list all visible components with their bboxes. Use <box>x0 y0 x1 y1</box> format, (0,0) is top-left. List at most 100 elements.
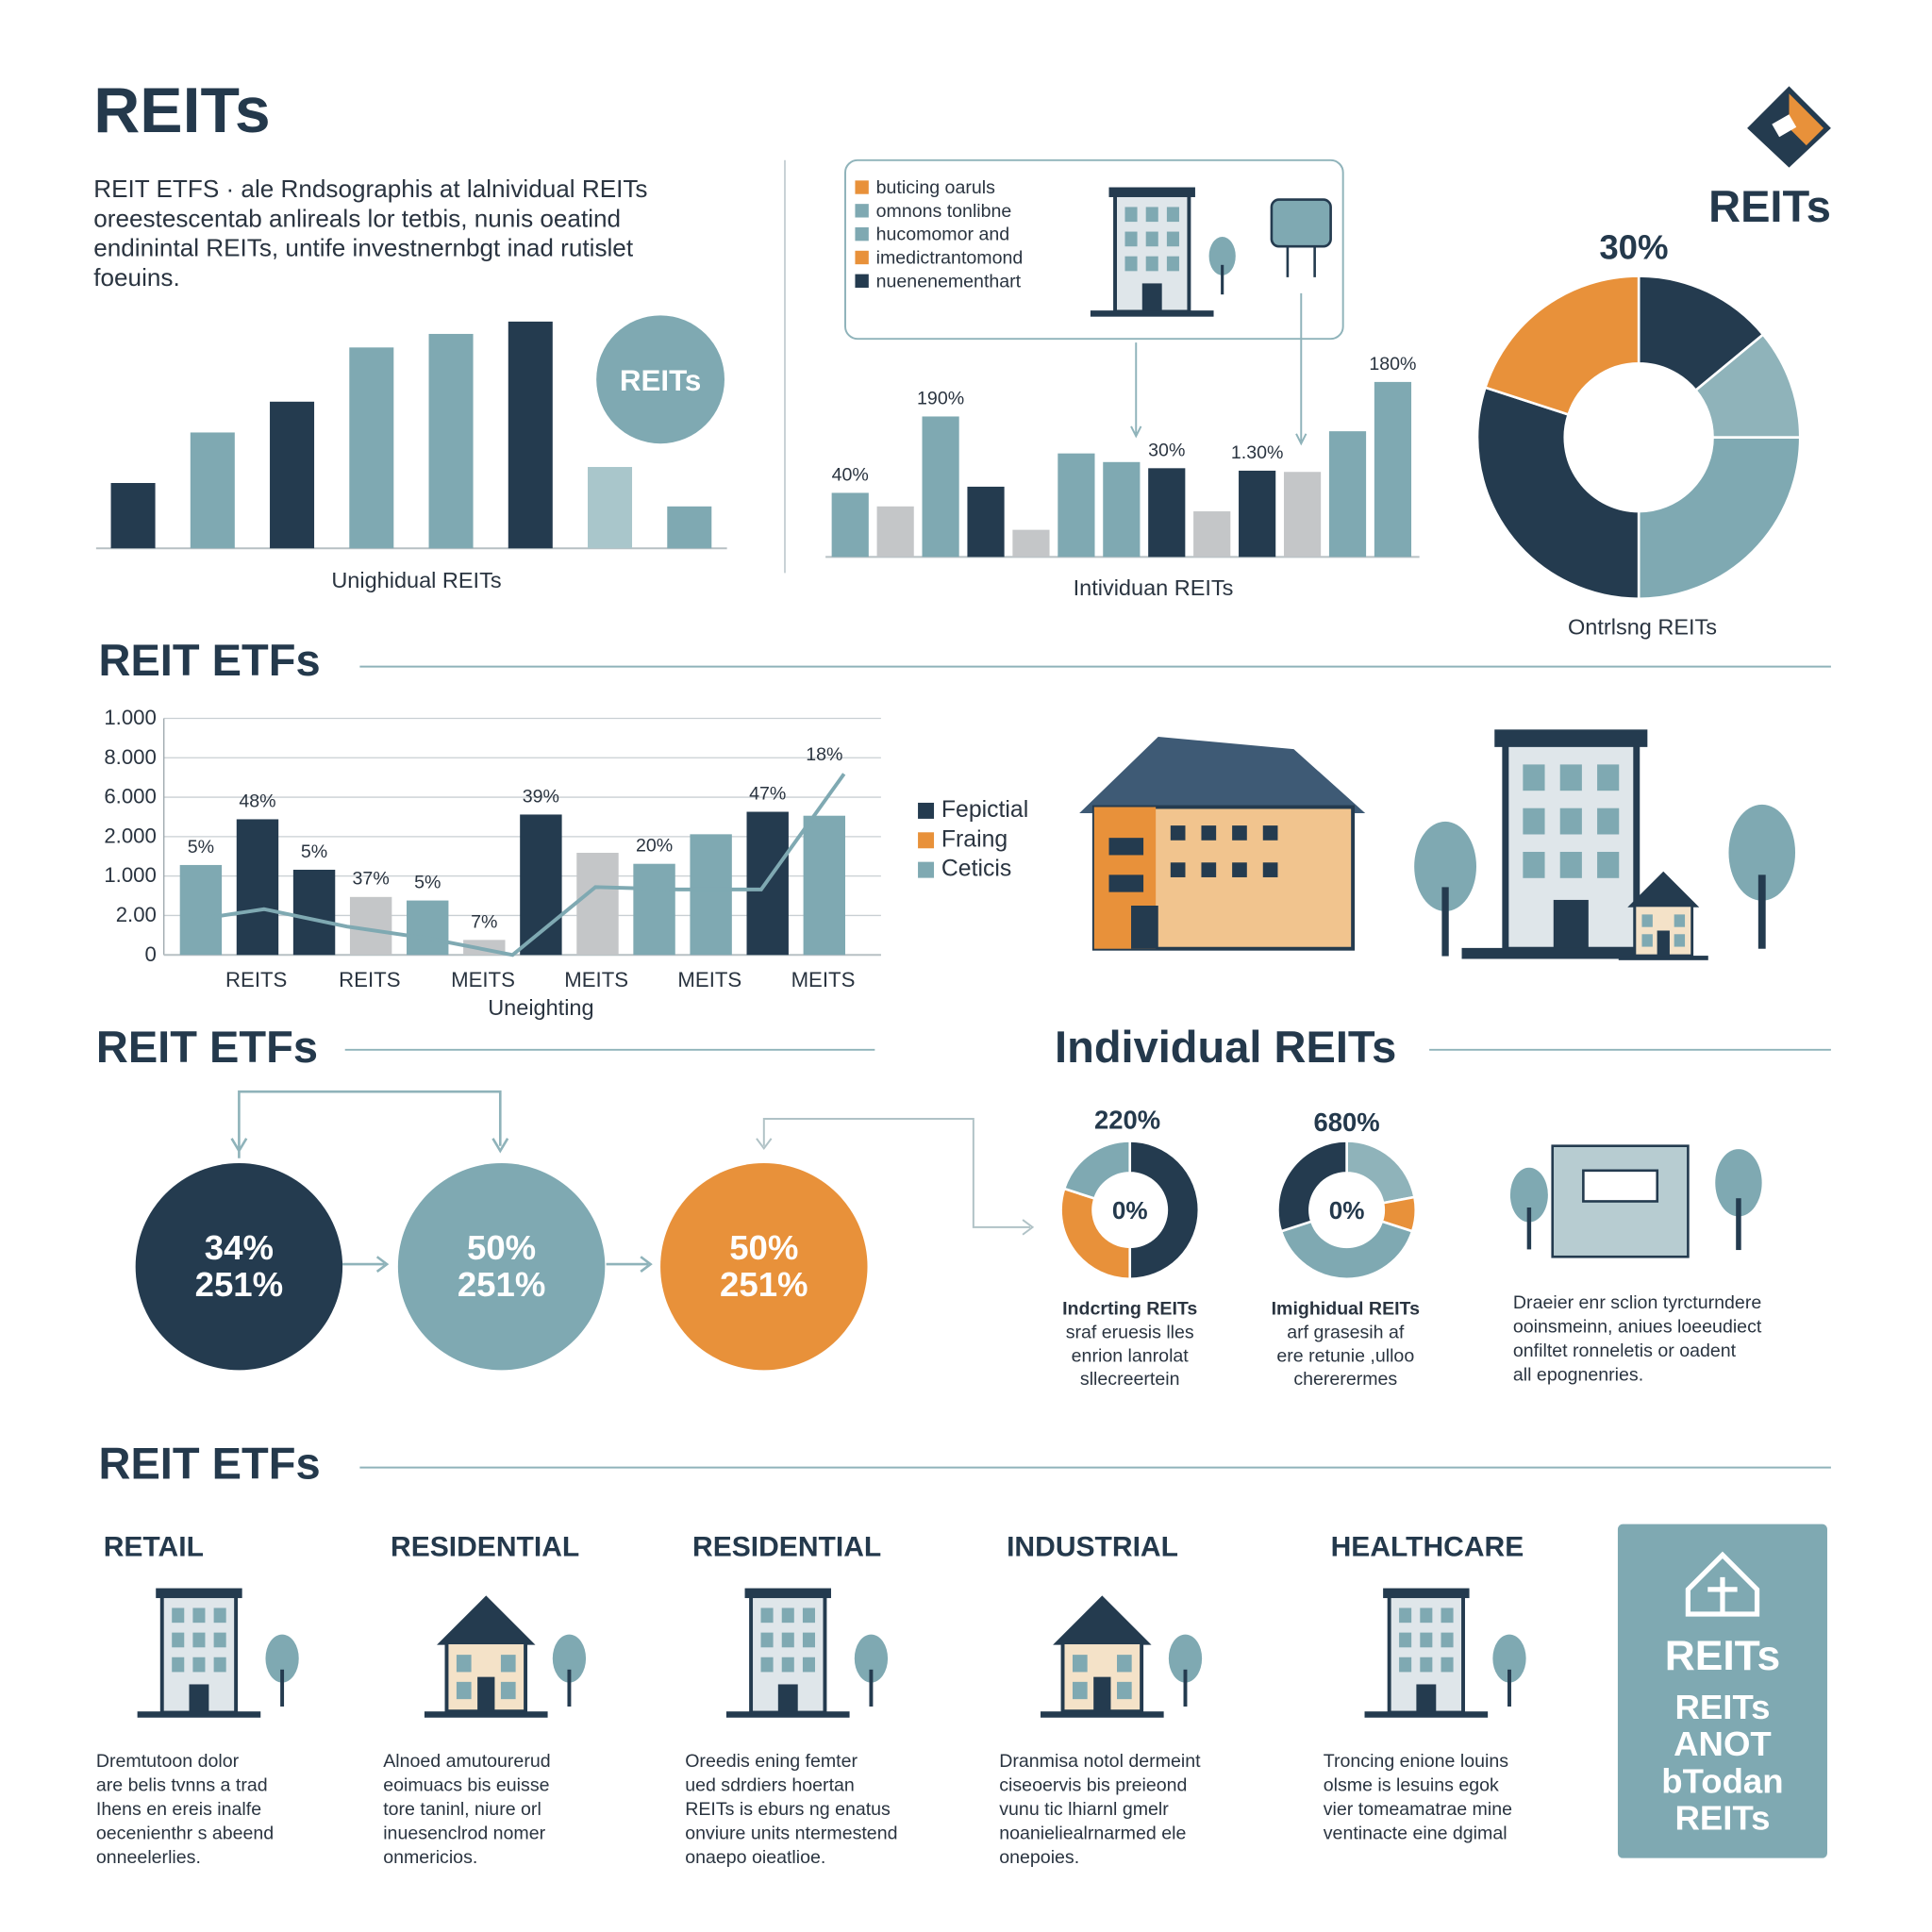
bar <box>588 467 633 549</box>
flow-arrow <box>230 1090 509 1158</box>
badge-circle <box>596 315 724 444</box>
sector-text: inuesenclrod nomer <box>383 1823 545 1843</box>
y-tick-label: 8.000 <box>104 745 157 769</box>
cta-text: REITs <box>1675 1688 1771 1726</box>
note-line: all epognenries. <box>1513 1365 1643 1386</box>
legend-label: Fraing <box>941 826 1008 852</box>
flow-value: 50% <box>467 1228 536 1267</box>
flow-value: 251% <box>720 1265 808 1304</box>
logo-label: REITs <box>1708 181 1831 231</box>
bar <box>633 863 675 956</box>
donut-segment <box>1276 1140 1348 1233</box>
donut-caption: sraf eruesis lles <box>1066 1322 1194 1342</box>
x-tick-label: REITS <box>225 968 287 991</box>
section-heading: Individual REITs <box>1055 1022 1396 1072</box>
sector-title: HEALTHCARE <box>1331 1532 1524 1563</box>
section-heading: REIT ETFs <box>96 1022 318 1072</box>
annotation: 18% <box>806 744 842 765</box>
y-tick-label: 2.00 <box>116 903 157 926</box>
bar <box>110 483 156 549</box>
x-tick-label: MEITS <box>677 968 741 991</box>
bar <box>349 347 394 549</box>
bar <box>1058 453 1095 558</box>
tree-icon <box>552 1634 587 1707</box>
x-axis-label: Uneighting <box>488 995 593 1020</box>
bar <box>428 333 474 549</box>
bar <box>1148 468 1186 558</box>
sector-title: INDUSTRIAL <box>1007 1532 1178 1563</box>
sector-text: oecenienthr s abeend <box>96 1823 274 1843</box>
sector-title: RETAIL <box>104 1532 204 1563</box>
donut-title: 30% <box>1599 227 1668 266</box>
arrow <box>1295 292 1307 446</box>
donut-segment <box>1128 1140 1201 1281</box>
x-tick-label: MEITS <box>791 968 856 991</box>
charts: Unighidual REITs 40% 190% 30% 1.30% 180% butic… <box>95 177 1802 1390</box>
sector-text: Dremtutoon dolor <box>96 1751 240 1772</box>
cta-text: REITs <box>1665 1633 1781 1679</box>
annotation: 40% <box>832 464 869 485</box>
bar <box>1374 381 1412 558</box>
sector-text: vier tomeamatrae mine <box>1324 1799 1512 1820</box>
cta-text: bTodan <box>1661 1761 1783 1800</box>
sector-text: Alnoed amutourerud <box>383 1751 550 1772</box>
y-tick-label: 1.000 <box>104 863 157 887</box>
donut-center: 0% <box>1112 1196 1148 1224</box>
donut-segment <box>1637 436 1802 601</box>
annotation: 1.30% <box>1231 442 1284 463</box>
donut-caption: chererermes <box>1293 1369 1397 1390</box>
flow: 34%251%50%251%50%251% <box>135 1162 868 1371</box>
sector-text: onmericios. <box>383 1847 477 1868</box>
note-line: Draeier enr sclion tyrcturndere <box>1513 1292 1761 1313</box>
x-tick-label: MEITS <box>564 968 628 991</box>
title: REITs <box>93 75 270 146</box>
line <box>180 773 846 958</box>
legend-swatch <box>918 802 935 819</box>
legend-label: omnons tonlibne <box>876 201 1012 222</box>
x-tick-label: MEITS <box>451 968 515 991</box>
bar <box>292 869 336 956</box>
legend-label: Ceticis <box>941 857 1011 882</box>
x-axis-label: Intividuan REITs <box>1074 575 1234 600</box>
cta-icon <box>1685 1551 1760 1617</box>
tree-icon <box>1414 821 1476 957</box>
cta-text: REITs <box>1675 1799 1771 1838</box>
bar <box>690 834 732 956</box>
donut-segment <box>1279 1220 1414 1281</box>
sector-title: RESIDENTIAL <box>391 1532 579 1563</box>
annotation: 47% <box>749 783 786 804</box>
legend-label: imedictrantomond <box>876 248 1024 269</box>
description-line: REIT ETFS · ale Rndsographis at lalnivid… <box>93 175 647 203</box>
legend-swatch <box>855 250 869 265</box>
sector-icon <box>1365 1589 1489 1718</box>
bar <box>967 486 1005 558</box>
annotation: 37% <box>353 869 390 890</box>
donut-caption: arf grasesih af <box>1287 1322 1405 1342</box>
note-line: onfiltet ronneletis or oadent <box>1513 1341 1737 1361</box>
legend-swatch <box>855 204 869 218</box>
flow-circle <box>660 1162 868 1371</box>
legend-swatch <box>918 832 935 849</box>
bar <box>803 815 845 956</box>
sector-text: ciseoervis bis preieond <box>999 1774 1187 1795</box>
logo-icon <box>1747 86 1831 168</box>
donut-caption: enrion lanrolat <box>1072 1345 1190 1366</box>
sign-icon <box>1270 198 1332 248</box>
sector-icon <box>1041 1595 1164 1717</box>
bar <box>831 492 869 558</box>
bar <box>1239 470 1276 558</box>
tree-icon <box>1509 1167 1548 1250</box>
bar <box>576 852 619 956</box>
legend-swatch <box>855 226 869 242</box>
sector-text: tore taninl, niure orl <box>383 1799 541 1820</box>
y-tick-label: 2.000 <box>104 824 157 847</box>
building-illustration <box>1079 737 1366 951</box>
legend-swatch <box>918 861 935 878</box>
annotation: 48% <box>239 791 275 811</box>
annotation: 39% <box>523 786 559 807</box>
flow-circle <box>397 1162 606 1371</box>
donut-caption: Ontrlsng REITs <box>1568 615 1717 640</box>
flow-circle <box>135 1162 343 1371</box>
description-line: oreestescentab anlireals lor tetbis, nun… <box>93 204 621 232</box>
